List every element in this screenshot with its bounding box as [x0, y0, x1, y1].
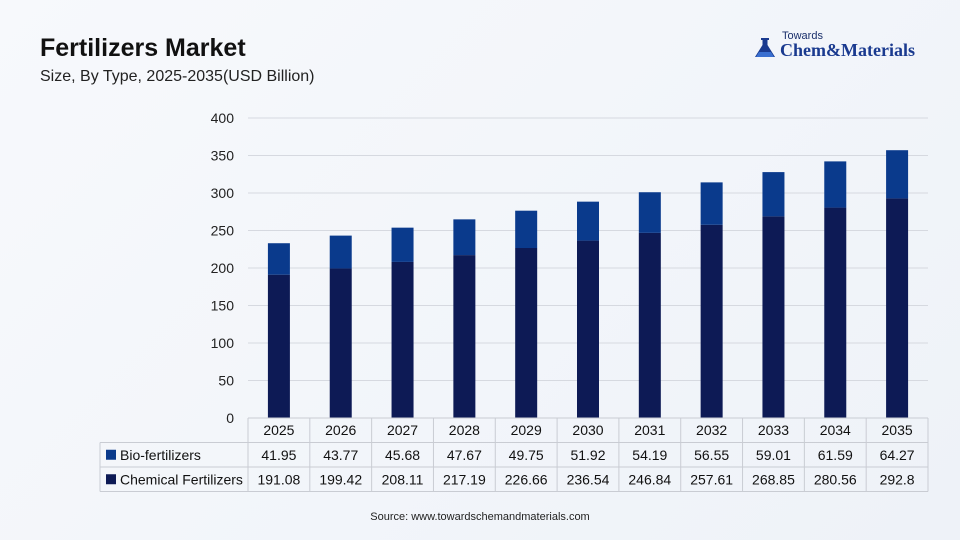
bar-bio-fertilizers [577, 201, 599, 241]
legend-swatch [106, 449, 116, 460]
bar-bio-fertilizers [700, 182, 723, 225]
x-category-label: 2029 [511, 422, 542, 438]
data-value-label: 280.56 [814, 471, 857, 487]
data-value-label: 45.68 [385, 447, 420, 463]
bar-chemical-fertilizers [515, 248, 538, 418]
logo-brand-text: Chem&Materials [780, 40, 915, 60]
bar-chemical-fertilizers [638, 232, 661, 418]
bar-chemical-fertilizers [267, 274, 290, 418]
bar-chemical-fertilizers [391, 261, 414, 418]
data-value-label: 226.66 [505, 471, 548, 487]
bar-chemical-fertilizers [700, 224, 723, 418]
data-value-label: 292.8 [880, 471, 915, 487]
bar-bio-fertilizers [824, 161, 847, 208]
y-tick-label: 300 [211, 185, 235, 201]
y-tick-label: 400 [211, 110, 235, 126]
x-category-label: 2027 [387, 422, 418, 438]
data-value-label: 61.59 [818, 447, 853, 463]
bar-bio-fertilizers [391, 227, 414, 262]
data-value-label: 208.11 [382, 471, 424, 487]
flask-icon [755, 38, 775, 57]
data-value-label: 236.54 [567, 471, 610, 487]
y-tick-label: 350 [211, 148, 235, 164]
data-value-label: 191.08 [257, 471, 300, 487]
data-value-label: 257.61 [690, 471, 733, 487]
source-note: Source: www.towardschemandmaterials.com [370, 511, 590, 523]
data-value-label: 41.95 [261, 447, 296, 463]
bar-bio-fertilizers [515, 210, 538, 249]
y-tick-label: 150 [211, 298, 235, 314]
y-tick-label: 100 [211, 335, 235, 351]
data-value-label: 54.19 [632, 447, 667, 463]
bar-bio-fertilizers [453, 219, 476, 256]
bar-chemical-fertilizers [886, 198, 909, 418]
data-value-label: 246.84 [628, 471, 671, 487]
x-category-label: 2025 [263, 422, 294, 438]
x-category-label: 2028 [449, 422, 480, 438]
legend-series-name: Chemical Fertilizers [120, 471, 243, 487]
x-category-label: 2033 [758, 422, 789, 438]
data-value-label: 56.55 [694, 447, 729, 463]
data-value-label: 59.01 [756, 447, 791, 463]
data-value-label: 49.75 [509, 447, 544, 463]
data-value-label: 51.92 [570, 447, 605, 463]
data-value-label: 199.42 [319, 471, 362, 487]
data-value-label: 268.85 [752, 471, 795, 487]
logo-small-text: Towards [782, 30, 823, 42]
bar-chemical-fertilizers [453, 255, 476, 418]
data-value-label: 64.27 [880, 447, 915, 463]
bar-chemical-fertilizers [824, 207, 847, 418]
chart-subtitle: Size, By Type, 2025-2035(USD Billion) [40, 68, 315, 85]
x-category-label: 2032 [696, 422, 727, 438]
bar-chemical-fertilizers [329, 268, 352, 418]
data-value-label: 47.67 [447, 447, 482, 463]
bar-chemical-fertilizers [762, 216, 785, 418]
data-value-label: 217.19 [443, 471, 486, 487]
y-tick-label: 0 [226, 410, 234, 426]
legend-series-name: Bio-fertilizers [120, 447, 201, 463]
y-tick-label: 250 [211, 223, 235, 239]
bar-bio-fertilizers [762, 172, 785, 217]
bar-chemical-fertilizers [577, 240, 599, 418]
bar-bio-fertilizers [267, 243, 290, 275]
data-value-label: 43.77 [323, 447, 358, 463]
x-category-label: 2030 [572, 422, 603, 438]
chart-title: Fertilizers Market [40, 34, 246, 62]
bar-bio-fertilizers [886, 150, 909, 199]
x-category-label: 2034 [820, 422, 851, 438]
y-tick-label: 50 [218, 373, 234, 389]
y-tick-label: 200 [211, 260, 235, 276]
x-category-label: 2031 [634, 422, 665, 438]
bar-bio-fertilizers [638, 192, 661, 233]
legend-swatch [106, 474, 116, 485]
brand-logo: Towards Chem&Materials [752, 30, 942, 64]
bar-bio-fertilizers [329, 235, 352, 269]
x-category-label: 2035 [882, 422, 913, 438]
x-category-label: 2026 [325, 422, 356, 438]
